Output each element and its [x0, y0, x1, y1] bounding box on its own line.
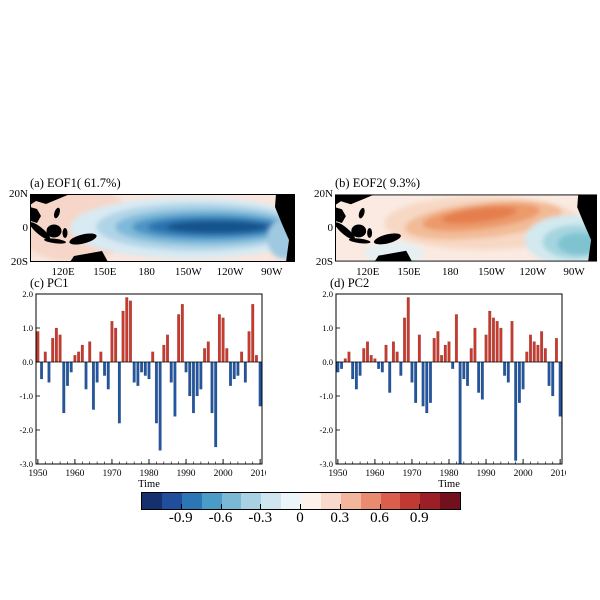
panel-d-title: (d) PC2 — [330, 276, 370, 290]
lat-tick-label: 20N — [9, 188, 28, 200]
lat-tick-label: 20S — [10, 256, 28, 268]
lon-tick-label: 180 — [442, 266, 459, 278]
colorbar-segment — [161, 493, 182, 509]
colorbar-tick-label: -0.6 — [208, 510, 233, 526]
colorbar-segment — [360, 493, 381, 509]
svg-text:-3.0: -3.0 — [20, 459, 33, 469]
map-eof2 — [335, 194, 597, 262]
colorbar-tick-label: 0 — [296, 510, 304, 526]
svg-text:1960: 1960 — [365, 469, 384, 479]
map-b-land-mask — [335, 194, 597, 262]
colorbar-segment — [221, 493, 242, 509]
colorbar-segment — [340, 493, 361, 509]
svg-text:-3.0: -3.0 — [320, 459, 333, 469]
colorbar-segment — [181, 493, 202, 509]
colorbar-tick-label: -0.3 — [248, 510, 273, 526]
lat-tick-label: 20N — [314, 188, 333, 200]
lon-tick-label: 120W — [216, 266, 244, 278]
svg-text:1990: 1990 — [177, 469, 196, 479]
colorbar-tick-label: 0.6 — [370, 510, 389, 526]
svg-text:2.0: 2.0 — [22, 290, 33, 299]
svg-text:2000: 2000 — [514, 469, 533, 479]
lat-tick-label: 0 — [22, 222, 29, 234]
svg-text:1950: 1950 — [328, 469, 347, 479]
svg-text:Time: Time — [438, 479, 460, 490]
colorbar-segment — [281, 493, 301, 509]
map-a-land-mask — [30, 194, 295, 262]
map-a-anomaly-pattern — [30, 194, 295, 262]
colorbar-tick-label: 0.9 — [409, 510, 429, 526]
lat-tick-label: 0 — [327, 222, 334, 234]
colorbar-tick-label: 0.3 — [330, 510, 350, 526]
colorbar-segment — [201, 493, 222, 509]
panel-b-title: (b) EOF2( 9.3%) — [335, 176, 421, 190]
svg-text:2.0: 2.0 — [322, 290, 333, 299]
colorbar-segment — [241, 493, 262, 509]
svg-text:0.0: 0.0 — [322, 357, 333, 367]
panel-a-title: (a) EOF1( 61.7%) — [30, 176, 121, 190]
map-eof1 — [30, 194, 295, 262]
svg-text:2010: 2010 — [551, 469, 566, 479]
svg-text:0.0: 0.0 — [22, 357, 33, 367]
svg-text:1.0: 1.0 — [22, 323, 33, 333]
svg-text:1980: 1980 — [140, 469, 159, 479]
colorbar-segment — [400, 493, 421, 509]
svg-text:-2.0: -2.0 — [20, 425, 33, 435]
colorbar-segment — [301, 493, 321, 509]
colorbar-segment — [420, 493, 441, 509]
svg-text:2000: 2000 — [214, 469, 233, 479]
lon-tick-label: 90W — [261, 266, 283, 278]
svg-text:1970: 1970 — [102, 469, 121, 479]
svg-text:1950: 1950 — [28, 469, 47, 479]
lat-tick-label: 20S — [315, 256, 333, 268]
svg-text:-1.0: -1.0 — [320, 391, 333, 401]
colorbar-segment — [142, 493, 162, 509]
panel-c-title: (c) PC1 — [30, 276, 69, 290]
svg-text:Time: Time — [138, 479, 160, 490]
svg-text:1970: 1970 — [402, 469, 421, 479]
lon-tick-label: 150W — [174, 266, 202, 278]
colorbar-tick-label: -0.9 — [168, 510, 193, 526]
map-b-frame — [335, 194, 597, 262]
map-a-frame — [30, 194, 295, 262]
lon-tick-label: 150W — [478, 266, 505, 278]
svg-text:1990: 1990 — [477, 469, 496, 479]
map-b-anomaly-pattern — [364, 196, 597, 262]
colorbar-segment — [440, 493, 460, 509]
svg-text:1980: 1980 — [440, 469, 459, 479]
colorbar-segment — [380, 493, 401, 509]
lon-tick-label: 150E — [93, 266, 117, 278]
svg-text:2010: 2010 — [251, 469, 266, 479]
svg-text:-1.0: -1.0 — [20, 391, 33, 401]
lon-tick-label: 150E — [397, 266, 421, 278]
svg-text:1.0: 1.0 — [322, 323, 333, 333]
colorbar-segment — [320, 493, 341, 509]
colorbar-segment — [261, 493, 282, 509]
svg-text:1960: 1960 — [65, 469, 84, 479]
lon-tick-label: 90W — [563, 266, 585, 278]
lon-tick-label: 120W — [519, 266, 547, 278]
colorbar — [141, 492, 461, 510]
svg-text:-2.0: -2.0 — [320, 425, 333, 435]
lon-tick-label: 180 — [138, 266, 155, 278]
